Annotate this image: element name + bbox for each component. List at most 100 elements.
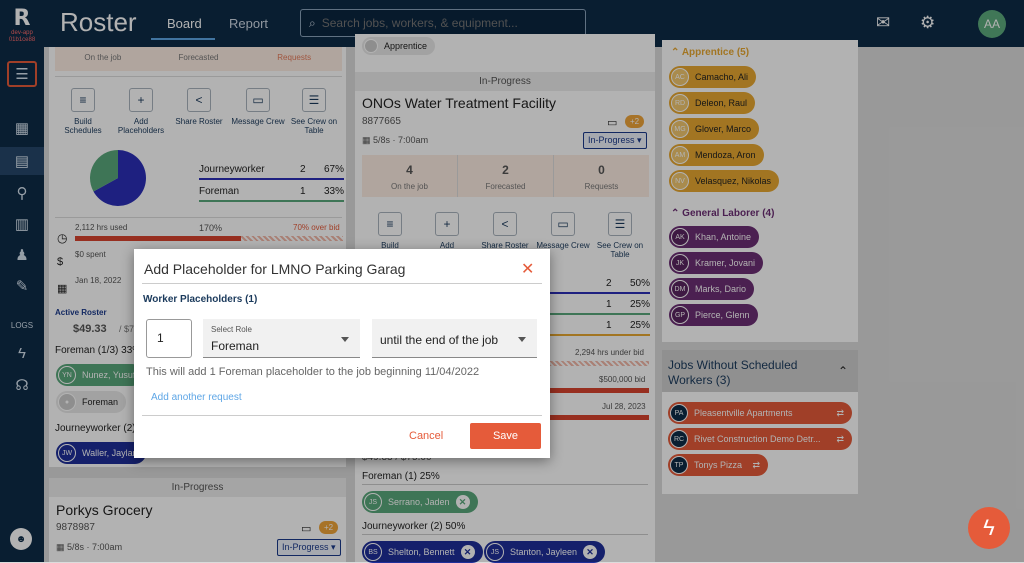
- add-schedule-icon[interactable]: ☰: [7, 61, 37, 87]
- breakdown-row: Journeyworker 2 67%: [199, 164, 344, 180]
- over-bid: 70% over bid: [293, 223, 340, 232]
- worker-chip[interactable]: BS Shelton, Bennett ✕: [362, 541, 483, 563]
- see-crew-table-button[interactable]: ☰ See Crew on Table: [286, 88, 342, 135]
- apprentice-group-heading[interactable]: ⌃ Apprentice (5): [671, 47, 750, 58]
- add-placeholders-button[interactable]: + Add Placeholders: [113, 88, 169, 135]
- worker-chip[interactable]: YN Nunez, Yusuf: [56, 364, 144, 386]
- extra-badge[interactable]: +2: [625, 115, 645, 128]
- apprentice-chip[interactable]: Apprentice: [362, 37, 436, 55]
- divider: [142, 283, 542, 284]
- tab-report[interactable]: Report: [229, 16, 269, 31]
- see-crew-table-button[interactable]: ☰ See Crew on Table: [592, 212, 648, 259]
- placeholder-chip[interactable]: ● Foreman: [56, 391, 127, 413]
- building-icon[interactable]: ▥: [14, 216, 30, 233]
- chevron-up-icon[interactable]: ⌃: [838, 364, 849, 378]
- foreman-heading: Foreman (1/3) 33%: [55, 345, 142, 356]
- worker-chip[interactable]: RD Deleon, Raul: [669, 92, 756, 114]
- assign-icon: ⇄: [752, 459, 760, 470]
- comment-icon[interactable]: ▭: [301, 523, 312, 535]
- message-crew-button[interactable]: ▭ Message Crew: [229, 88, 287, 126]
- job-chip[interactable]: PA Pleasentville Apartments ⇄: [668, 402, 852, 424]
- build-icon: ≡: [71, 88, 95, 112]
- worker-chip[interactable]: NV Velasquez, Nikolas: [669, 170, 780, 192]
- hours-pct: 170%: [199, 223, 223, 233]
- logo-letter: R: [13, 6, 31, 31]
- person-icon: ●: [58, 393, 76, 411]
- status-dropdown[interactable]: In-Progress ▾: [583, 132, 647, 149]
- active-roster-label: Active Roster: [55, 308, 107, 317]
- divider: [55, 76, 342, 77]
- build-schedules-button[interactable]: ≡ Build: [362, 212, 418, 250]
- schedule-text: ▦ 5/8s · 7:00am: [362, 135, 429, 145]
- schedule-text: ▦ 5/8s · 7:00am: [56, 542, 123, 552]
- add-placeholder-dialog: Add Placeholder for LMNO Parking Garag ✕…: [134, 249, 550, 458]
- status-dropdown[interactable]: In-Progress ▾: [277, 539, 341, 556]
- mail-icon[interactable]: ✉: [876, 13, 891, 32]
- add-request-link[interactable]: Add another request: [151, 392, 242, 403]
- user-avatar[interactable]: AA: [978, 10, 1006, 38]
- job-chip[interactable]: TP Tonys Pizza ⇄: [668, 454, 768, 476]
- gear-icon[interactable]: ⚙: [920, 13, 936, 32]
- unscheduled-workers-panel: ⌃ Apprentice (5) AC Camacho, Ali RD Deleon…: [662, 40, 858, 342]
- worker-chip[interactable]: AM Mendoza, Aron: [669, 144, 764, 166]
- calendar-icon: ▦: [362, 135, 371, 145]
- worker-chip[interactable]: AC Camacho, Ali: [669, 66, 757, 88]
- worker-chip[interactable]: JK Kramer, Jovani: [669, 252, 764, 274]
- chevron-down-icon: [341, 337, 349, 342]
- search-input[interactable]: [321, 16, 562, 30]
- env-label: dev-app: [11, 30, 33, 36]
- worker-chip[interactable]: AK Khan, Antoine: [669, 226, 760, 248]
- stat-label: On the job: [84, 53, 122, 62]
- add-placeholders-button[interactable]: + Add: [419, 212, 475, 250]
- chevron-up-icon: ⌃: [671, 47, 680, 58]
- support-icon[interactable]: ☻: [10, 528, 32, 550]
- job-title[interactable]: Porkys Grocery: [56, 502, 153, 518]
- job-title[interactable]: ONOs Water Treatment Facility: [362, 95, 556, 111]
- jobs-panel-header[interactable]: Jobs Without Scheduled Workers (3) ⌃: [662, 350, 858, 392]
- worker-chip[interactable]: JS Stanton, Jayleen ✕: [484, 541, 606, 563]
- table-icon: ☰: [302, 88, 326, 112]
- laborer-group-heading[interactable]: ⌃ General Laborer (4): [671, 208, 775, 219]
- quick-action-bolt-icon[interactable]: ϟ: [968, 507, 1010, 549]
- wrench-icon[interactable]: ✎: [15, 278, 29, 295]
- chart-icon[interactable]: ▦: [14, 120, 30, 137]
- extra-badge[interactable]: +2: [319, 521, 339, 534]
- close-icon[interactable]: ✕: [521, 261, 535, 278]
- clock-icon: ◷: [57, 231, 68, 245]
- worker-chip[interactable]: MG Glover, Marco: [669, 118, 760, 140]
- role-select[interactable]: Select Role Foreman: [203, 319, 360, 358]
- remove-icon: ✕: [583, 545, 598, 559]
- worker-chip[interactable]: GP Pierce, Glenn: [669, 304, 758, 326]
- people-icon[interactable]: ♟: [15, 247, 29, 264]
- worker-chip[interactable]: DM Marks, Dario: [669, 278, 755, 300]
- signal-icon[interactable]: ☊: [15, 377, 29, 394]
- cancel-button[interactable]: Cancel: [409, 430, 444, 442]
- job-chip[interactable]: RC Rivet Construction Demo Detr... ⇄: [668, 428, 852, 450]
- hours-bar: [75, 236, 343, 241]
- chevron-down-icon: [518, 337, 526, 342]
- bolt-icon[interactable]: ϟ: [18, 344, 26, 362]
- message-crew-button[interactable]: ▭ Message Crew: [535, 212, 591, 250]
- rate-cap: / $75: [119, 324, 140, 334]
- breakdown-row: Foreman 1 33%: [199, 180, 344, 202]
- pie-slice-foreman: [90, 150, 118, 192]
- build-schedules-button[interactable]: ≡ Build Schedules: [55, 88, 111, 135]
- board-icon[interactable]: ▤: [0, 147, 44, 175]
- app-logo[interactable]: R dev-app 01b1ce88: [0, 8, 44, 44]
- tab-board[interactable]: Board: [167, 16, 202, 31]
- status-header: In-Progress: [49, 478, 346, 497]
- save-button[interactable]: Save: [470, 423, 541, 449]
- start-date: Jan 18, 2022: [75, 276, 122, 285]
- location-icon[interactable]: ⚲: [16, 185, 28, 202]
- remove-icon: ✕: [455, 495, 470, 509]
- foreman-heading: Foreman (1) 25%: [362, 471, 648, 485]
- worker-chip[interactable]: JW Waller, Jaylan: [56, 442, 146, 464]
- share-roster-button[interactable]: < Share Roster: [169, 88, 229, 126]
- info-text: This will add 1 Foreman placeholder to t…: [146, 366, 480, 378]
- duration-select[interactable]: until the end of the job: [372, 319, 537, 358]
- remove-icon: ✕: [460, 545, 475, 559]
- quantity-input[interactable]: 1: [146, 319, 192, 358]
- worker-chip[interactable]: JS Serrano, Jaden ✕: [362, 491, 478, 513]
- comment-icon[interactable]: ▭: [607, 117, 618, 129]
- share-roster-button[interactable]: < Share Roster: [477, 212, 533, 250]
